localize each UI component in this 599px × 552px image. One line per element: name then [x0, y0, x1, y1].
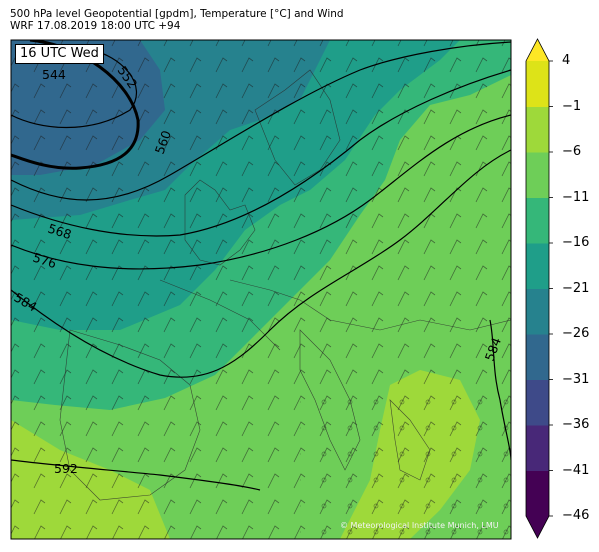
colorbar-segment — [526, 288, 549, 335]
map-field: 544 552 560 568 576 584 584 592 — [11, 40, 511, 539]
copyright-text: © Meteorological Institute Munich, LMU — [340, 521, 499, 530]
colorbar-tick-label: −31 — [562, 371, 590, 387]
colorbar-segment — [526, 106, 549, 153]
colorbar-tick-label: −21 — [562, 280, 590, 296]
contour-label-576: 576 — [31, 250, 58, 272]
geopotential-contours — [11, 40, 511, 491]
colorbar-tick-label: −36 — [562, 417, 590, 432]
contour-label-568: 568 — [46, 221, 73, 243]
chart-subtitle: WRF 17.08.2019 18:00 UTC +94 — [10, 20, 181, 32]
colorbar-tick-label: 4 — [562, 53, 571, 68]
colorbar-segment — [526, 425, 549, 471]
colorbar-segment — [526, 61, 549, 107]
colorbar-tick-label: −26 — [562, 326, 590, 341]
map-frame — [10, 39, 512, 540]
colorbar-segment — [526, 334, 549, 380]
contour-label-592: 592 — [54, 461, 78, 476]
colorbar-tick-label: −46 — [562, 508, 590, 523]
colorbar — [525, 38, 553, 539]
colorbar-extend-top — [526, 39, 549, 61]
calm-wind-markers — [300, 380, 511, 539]
contour-label-544: 544 — [42, 67, 66, 82]
colorbar-segment — [526, 197, 549, 244]
colorbar-extend-bottom — [526, 516, 549, 538]
colorbar-segment — [526, 470, 549, 517]
colorbar-segment — [526, 243, 549, 289]
colorbar-tick-label: −1 — [562, 98, 582, 114]
colorbar-tick-label: −41 — [562, 462, 590, 478]
chart-title: 500 hPa level Geopotential [gpdm], Tempe… — [10, 8, 344, 20]
colorbar-tick-label: −11 — [562, 189, 590, 205]
colorbar-segment — [526, 379, 549, 426]
colorbar-tick-label: −6 — [562, 144, 582, 159]
colorbar-segment — [526, 152, 549, 198]
valid-time-label: 16 UTC Wed — [15, 44, 104, 64]
colorbar-tick-label: −16 — [562, 235, 590, 250]
